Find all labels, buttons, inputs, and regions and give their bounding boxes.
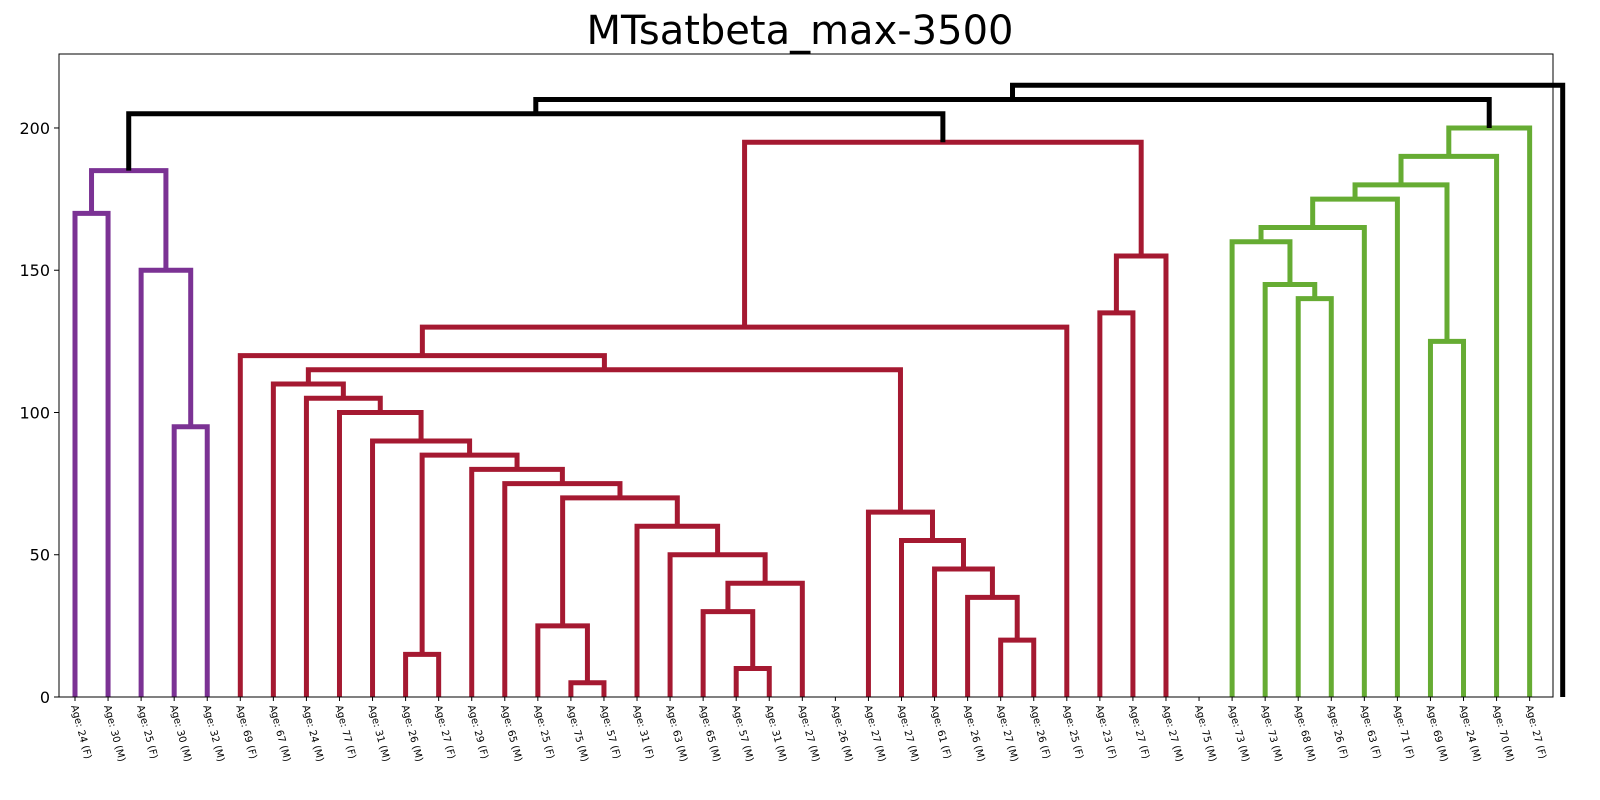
leaf-label-19: Age: 65 (M): [696, 704, 722, 763]
dendrogram-link-12: [560, 495, 680, 626]
dendrogram-link-36: [1310, 196, 1400, 697]
leaf-label-38: Age: 26 (F): [1324, 704, 1349, 760]
leaf-label-34: Age: 75 (M): [1192, 704, 1218, 763]
leaf-label-12: Age: 29 (F): [465, 704, 490, 760]
dendrogram-link-38: [1352, 182, 1450, 342]
dendrogram-link-21: [965, 594, 1020, 697]
leaf-label-42: Age: 24 (M): [1457, 704, 1483, 763]
dendrogram-link-33: [1262, 281, 1318, 697]
leaf-label-39: Age: 63 (F): [1357, 704, 1382, 760]
dendrogram-link-29: [1113, 253, 1169, 697]
dendrogram-link-39: [1398, 153, 1500, 697]
dendrogram-link-22: [932, 566, 995, 697]
leaf-label-16: Age: 57 (F): [597, 704, 622, 760]
leaf-label-2: Age: 25 (F): [134, 704, 159, 760]
leaf-label-1: Age: 30 (M): [101, 704, 127, 763]
dendrogram-link-3: [89, 168, 169, 271]
dendrogram-link-34: [1229, 239, 1293, 697]
dendrogram-links: [72, 82, 1566, 697]
y-tick-label-150: 150: [19, 261, 50, 280]
leaf-label-41: Age: 69 (M): [1424, 704, 1450, 763]
leaf-label-26: Age: 61 (F): [928, 704, 953, 760]
dendrogram-link-4: [403, 651, 442, 697]
leaf-label-43: Age: 70 (M): [1490, 704, 1516, 763]
leaf-label-32: Age: 27 (F): [1126, 704, 1151, 760]
dendrogram-link-20: [998, 637, 1037, 697]
leaf-label-40: Age: 71 (F): [1391, 704, 1416, 760]
y-tick-label-50: 50: [30, 546, 50, 565]
leaf-label-4: Age: 32 (M): [200, 704, 226, 763]
x-axis: Age: 24 (F) Age: 30 (M) Age: 25 (F) Age: 30…: [68, 697, 1548, 763]
leaf-label-27: Age: 26 (M): [961, 704, 987, 763]
leaf-label-13: Age: 65 (M): [498, 704, 524, 763]
dendrogram-link-14: [469, 466, 565, 697]
leaf-label-0: Age: 24 (F): [68, 704, 93, 760]
dendrogram-link-37: [1427, 338, 1467, 697]
leaf-label-29: Age: 26 (F): [1027, 704, 1052, 760]
leaf-label-11: Age: 27 (F): [432, 704, 457, 760]
leaf-label-36: Age: 73 (M): [1258, 704, 1284, 763]
leaf-label-25: Age: 27 (M): [895, 704, 921, 763]
leaf-label-5: Age: 69 (F): [233, 704, 258, 760]
leaf-label-10: Age: 26 (M): [399, 704, 425, 763]
leaf-label-17: Age: 31 (F): [630, 704, 655, 760]
dendrogram-link-7: [733, 666, 772, 697]
leaf-label-33: Age: 27 (M): [1159, 704, 1185, 763]
leaf-label-18: Age: 63 (M): [663, 704, 689, 763]
y-axis: 0 50 100 150 200: [19, 119, 59, 707]
leaf-label-7: Age: 24 (M): [300, 704, 326, 763]
dendrogram-link-28: [1097, 310, 1136, 697]
leaf-label-28: Age: 27 (M): [994, 704, 1020, 763]
leaf-label-30: Age: 25 (F): [1060, 704, 1085, 760]
dendrogram-link-18: [303, 395, 383, 697]
y-tick-label-200: 200: [19, 119, 50, 138]
dendrogram-link-23: [899, 538, 966, 697]
dendrogram-link-6: [535, 623, 590, 697]
dendrogram-link-27: [419, 324, 1070, 697]
y-tick-label-100: 100: [19, 403, 50, 422]
dendrogram-link-0: [72, 210, 111, 697]
leaf-label-9: Age: 31 (M): [366, 704, 392, 763]
dendrogram-link-31: [126, 111, 946, 171]
dendrogram-link-42: [1010, 82, 1566, 697]
dendrogram-link-32: [1295, 296, 1334, 697]
leaf-label-3: Age: 30 (M): [167, 704, 193, 763]
leaf-label-24: Age: 27 (M): [862, 704, 888, 763]
chart-title: MTsatbeta_max-3500: [586, 8, 1014, 54]
y-tick-label-0: 0: [40, 688, 50, 707]
dendrogram-link-17: [336, 409, 424, 697]
leaf-label-37: Age: 68 (M): [1291, 704, 1317, 763]
leaf-label-22: Age: 27 (M): [795, 704, 821, 763]
leaf-label-14: Age: 25 (F): [531, 704, 556, 760]
dendrogram-link-25: [305, 367, 903, 513]
dendrogram-link-40: [1446, 125, 1533, 697]
leaf-label-44: Age: 27 (F): [1523, 704, 1548, 760]
dendrogram-link-2: [138, 267, 194, 697]
leaf-label-6: Age: 67 (M): [266, 704, 292, 763]
leaf-label-31: Age: 23 (F): [1093, 704, 1118, 760]
leaf-label-8: Age: 77 (F): [333, 704, 358, 760]
leaf-label-15: Age: 75 (M): [564, 704, 590, 763]
dendrogram-link-15: [419, 452, 520, 655]
leaf-label-21: Age: 31 (M): [762, 704, 788, 763]
leaf-label-20: Age: 57 (M): [729, 704, 755, 763]
dendrogram-link-9: [725, 580, 805, 697]
plot-frame: [58, 53, 1554, 698]
leaf-label-35: Age: 73 (M): [1225, 704, 1251, 763]
dendrogram-link-1: [171, 424, 210, 697]
dendrogram-link-30: [742, 139, 1144, 328]
dendrogram-link-5: [568, 680, 607, 697]
dendrogram-link-8: [700, 609, 756, 697]
leaf-label-23: Age: 26 (M): [828, 704, 854, 763]
